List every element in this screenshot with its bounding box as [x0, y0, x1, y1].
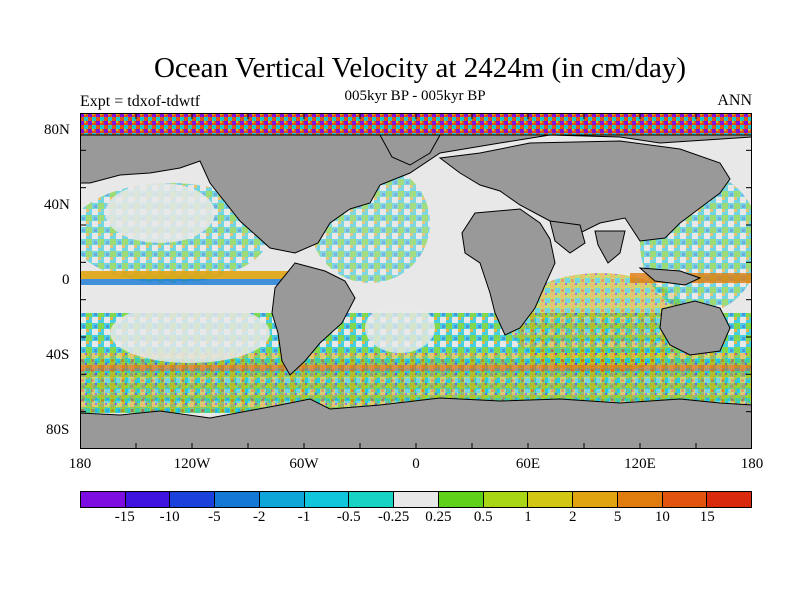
- quiet-south-atlantic: [365, 303, 435, 353]
- colorbar-label: -5: [208, 509, 221, 525]
- colorbar-label: 5: [613, 509, 622, 525]
- land-north-america: [80, 134, 752, 254]
- colorbar-swatch: [349, 492, 395, 507]
- colorbar-swatch: [259, 492, 305, 507]
- lon-tick-label: 120W: [173, 456, 211, 472]
- colorbar-label: -0.25: [377, 509, 410, 525]
- lon-tick-label: 180: [740, 456, 764, 472]
- quiet-south-pacific: [110, 303, 270, 363]
- land-africa: [461, 208, 556, 336]
- colorbar-swatch: [215, 492, 260, 507]
- colorbar-label: 15: [699, 509, 715, 525]
- colorbar-swatch: [304, 492, 350, 507]
- colorbar-label: -0.5: [336, 509, 361, 525]
- ocean-texture-indian: [510, 273, 690, 373]
- colorbar-swatch: [662, 492, 708, 507]
- lat-tick-label: 0: [62, 272, 70, 288]
- colorbar-swatch: [81, 492, 126, 507]
- land-indonesia: [638, 267, 702, 286]
- southern-band: [80, 365, 752, 371]
- colorbar-swatch: [125, 492, 171, 507]
- colorbar-label: 0.5: [473, 509, 493, 525]
- equatorial-band: [80, 271, 300, 279]
- colorbar: [80, 491, 752, 508]
- land-antarctica: [80, 397, 752, 449]
- colorbar-label: -10: [159, 509, 180, 525]
- lon-tick-label: 60W: [289, 456, 319, 472]
- experiment-label: Expt = tdxof-tdwtf: [80, 93, 201, 110]
- chart-subtitle: 005kyr BP - 005kyr BP: [344, 88, 486, 104]
- colorbar-label: -15: [114, 509, 135, 525]
- lon-tick-label: 60E: [515, 456, 541, 472]
- colorbar-label: 10: [654, 509, 670, 525]
- colorbar-label: 0.25: [425, 509, 452, 525]
- colorbar-swatch: [617, 492, 663, 507]
- land-arabia: [549, 220, 586, 254]
- season-label: ANN: [717, 92, 752, 109]
- land-eurasia: [438, 140, 731, 242]
- colorbar-swatch: [394, 492, 439, 507]
- colorbar-label: 1: [524, 509, 532, 525]
- colorbar-label: 2: [569, 509, 577, 525]
- land-australia: [659, 300, 731, 356]
- lon-tick-label: 180: [68, 456, 92, 472]
- colorbar-swatch: [170, 492, 216, 507]
- colorbar-label: -1: [297, 509, 311, 525]
- lat-tick-label: 80S: [46, 422, 70, 438]
- colorbar-swatch: [438, 492, 484, 507]
- colorbar-swatch: [483, 492, 529, 507]
- chart-title: Ocean Vertical Velocity at 2424m (in cm/…: [153, 52, 687, 84]
- lat-tick-label: 40N: [44, 197, 70, 213]
- colorbar-swatch: [528, 492, 574, 507]
- colorbar-swatch: [573, 492, 618, 507]
- land-greenland: [379, 134, 441, 166]
- quiet-north-pacific: [105, 183, 215, 243]
- colorbar-label: -2: [252, 509, 266, 525]
- equatorial-band-blue: [80, 279, 290, 285]
- colorbar-swatch: [707, 492, 752, 507]
- land-india: [594, 230, 626, 264]
- ocean-velocity-map: [80, 113, 752, 449]
- lon-tick-label: 0: [412, 456, 420, 472]
- lat-tick-label: 40S: [46, 347, 70, 363]
- land-south-america: [271, 262, 356, 376]
- map-ticks: [80, 113, 752, 449]
- lat-tick-label: 80N: [44, 122, 70, 138]
- land-masses: [80, 134, 752, 449]
- lon-tick-label: 120E: [624, 456, 656, 472]
